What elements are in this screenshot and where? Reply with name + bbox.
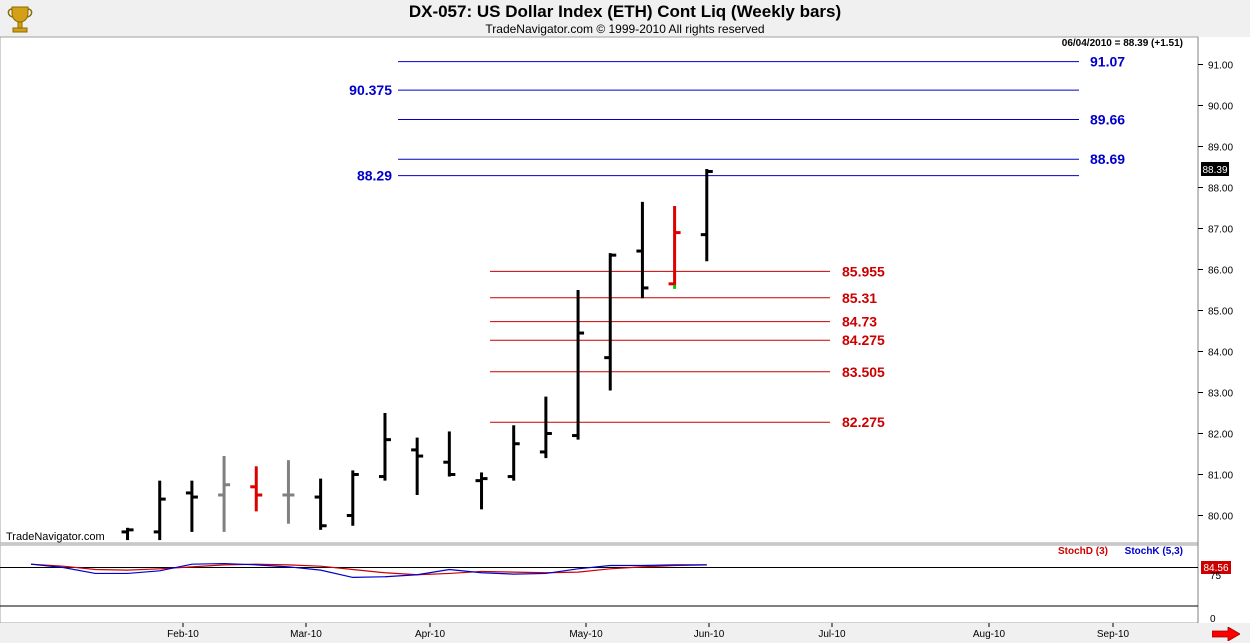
price-tick-label: 83.00 [1208,389,1233,400]
level-label: 90.375 [349,82,392,98]
title-bar: DX-057: US Dollar Index (ETH) Cont Liq (… [0,0,1250,37]
price-tick-label: 80.00 [1208,512,1233,523]
time-tick-label: Apr-10 [415,629,445,640]
stochk-line [30,562,707,579]
price-tick-label: 86.00 [1208,266,1233,277]
price-tick-label: 89.00 [1208,143,1233,154]
level-label: 84.275 [842,332,885,348]
stoch-value-tag [1201,561,1231,574]
watermark-text: TradeNavigator.com [6,531,105,543]
price-tick-label: 85.00 [1208,307,1233,318]
time-tick-label: Mar-10 [290,629,322,640]
scroll-right-arrow-icon[interactable] [1212,627,1240,641]
indicator-plot-area [0,544,1199,624]
stoch-value-tag-label: 84.56 [1203,563,1228,574]
current-price-tag-label: 88.39 [1202,165,1227,176]
time-tick-label: Aug-10 [973,629,1006,640]
time-axis [0,623,1250,643]
signal-marker [673,284,677,289]
time-tick-label: Feb-10 [167,629,199,640]
price-axis [1198,37,1250,623]
stochd-legend: StochD (3) [1058,546,1108,557]
time-tick-label: Sep-10 [1097,629,1130,640]
level-label: 89.66 [1090,111,1125,127]
price-tick-label: 84.00 [1208,348,1233,359]
last-price-readout: 06/04/2010 = 88.39 (+1.51) [1062,38,1183,49]
level-label: 82.275 [842,414,885,430]
stochd-line [30,563,707,576]
stoch-tick-0: 0 [1210,614,1216,625]
level-label: 88.29 [357,168,392,184]
chart-title: DX-057: US Dollar Index (ETH) Cont Liq (… [408,2,842,21]
main-plot-area [0,36,1199,544]
price-tick-label: 81.00 [1208,471,1233,482]
level-label: 85.955 [842,263,885,279]
price-tick-label: 91.00 [1208,61,1233,72]
level-label: 91.07 [1090,54,1125,70]
level-label: 83.505 [842,364,885,380]
level-label: 84.73 [842,314,877,330]
copyright-text: TradeNavigator.com © 1999-2010 All right… [485,22,765,36]
price-tick-label: 82.00 [1208,430,1233,441]
time-tick-label: May-10 [569,629,603,640]
trophy-icon [7,6,33,33]
price-tick-label: 87.00 [1208,225,1233,236]
price-tick-label: 90.00 [1208,102,1233,113]
level-label: 88.69 [1090,151,1125,167]
price-tick-label: 88.00 [1208,184,1233,195]
time-tick-label: Jul-10 [818,629,846,640]
level-label: 85.31 [842,290,877,306]
current-price-tag [1201,162,1229,176]
stoch-tick-75: 75 [1210,571,1222,582]
time-tick-label: Jun-10 [694,629,725,640]
stochk-legend: StochK (5,3) [1125,546,1183,557]
